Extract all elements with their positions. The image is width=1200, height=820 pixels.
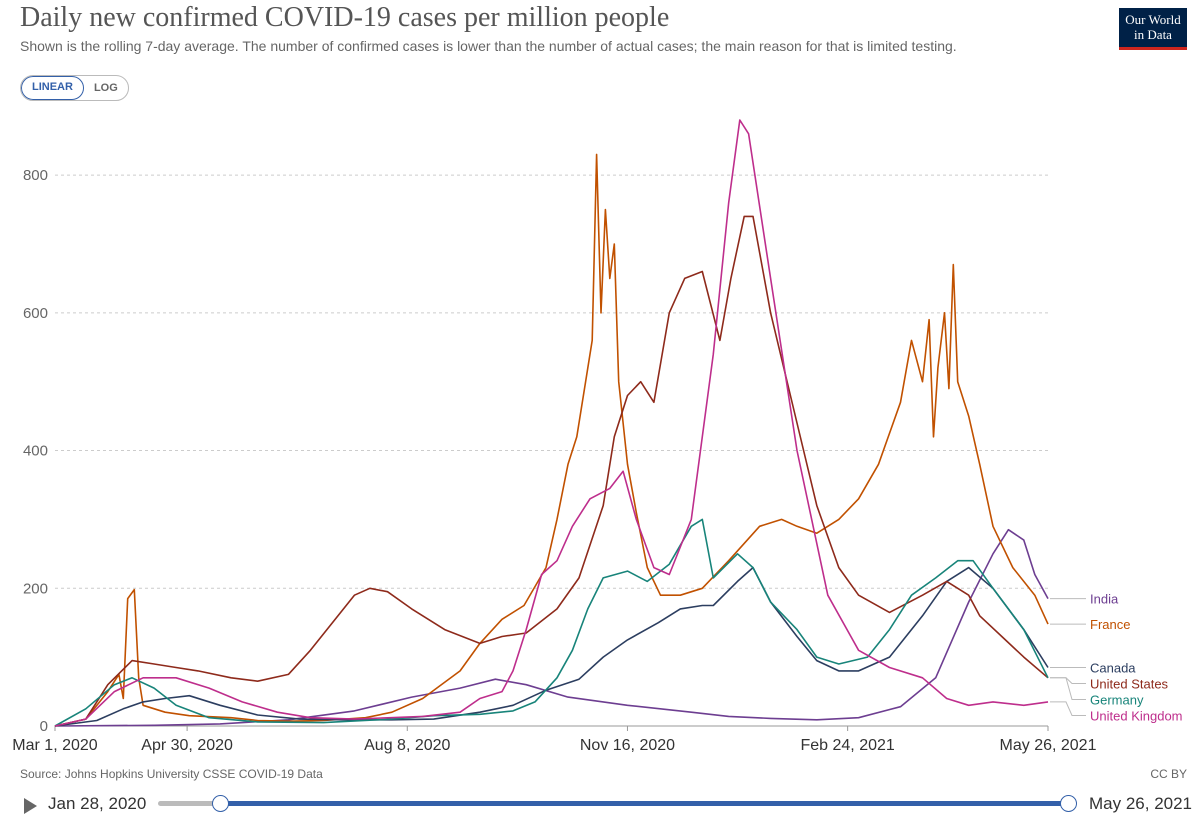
series-line-germany [54, 518, 1049, 727]
logo-line-2: in Data [1134, 27, 1172, 42]
grid-layer: 0 200 400 600 800 Mar 1, 2020 Apr 30, 2020 Aug … [12, 167, 1096, 754]
linear-scale-button[interactable]: LINEAR [21, 76, 84, 100]
series-line-united-states [54, 215, 1049, 727]
leader-line-germany [1050, 677, 1086, 700]
series-layer [54, 119, 1049, 727]
timeline: Jan 28, 2020 May 26, 2021 [0, 788, 1200, 820]
series-line-france [54, 153, 1049, 727]
owid-logo[interactable]: Our World in Data [1119, 8, 1187, 50]
y-tick-label: 0 [40, 718, 48, 735]
timeline-end-handle[interactable] [1060, 795, 1077, 812]
chart-subtitle: Shown is the rolling 7-day average. The … [20, 38, 957, 54]
scale-toggle: LINEAR LOG [20, 75, 129, 101]
series-label-canada: Canada [1090, 660, 1136, 675]
y-tick-label: 800 [23, 167, 48, 184]
y-tick-label: 600 [23, 305, 48, 322]
series-label-united-kingdom: United Kingdom [1090, 708, 1183, 723]
timeline-selected-range[interactable] [220, 801, 1068, 806]
series-label-france: France [1090, 617, 1130, 632]
leader-line-united-states [1050, 677, 1086, 684]
series-line-india [54, 528, 1049, 727]
timeline-end-label: May 26, 2021 [1089, 794, 1193, 813]
timeline-track[interactable] [158, 801, 220, 806]
log-scale-button[interactable]: LOG [93, 82, 118, 94]
series-label-united-states: United States [1090, 676, 1169, 691]
play-icon[interactable] [24, 798, 37, 814]
logo-line-1: Our World [1125, 12, 1181, 27]
series-line-canada [54, 566, 1049, 727]
series-label-germany: Germany [1090, 692, 1144, 707]
x-tick-label: Aug 8, 2020 [364, 737, 450, 754]
x-tick-label: May 26, 2021 [1000, 737, 1097, 754]
series-line-united-kingdom [54, 119, 1049, 727]
chart-title: Daily new confirmed COVID-19 cases per m… [20, 2, 670, 33]
x-tick-label: Feb 24, 2021 [800, 737, 894, 754]
series-label-india: India [1090, 592, 1119, 607]
source-note: Source: Johns Hopkins University CSSE CO… [20, 767, 323, 781]
leader-line-united-kingdom [1050, 701, 1086, 716]
timeline-start-handle[interactable] [212, 795, 229, 812]
license-link[interactable]: CC BY [1150, 767, 1187, 781]
timeline-start-label: Jan 28, 2020 [48, 794, 147, 813]
x-tick-label: Mar 1, 2020 [12, 737, 97, 754]
y-tick-label: 200 [23, 580, 48, 597]
y-tick-label: 400 [23, 443, 48, 460]
line-chart: 0 200 400 600 800 Mar 1, 2020 Apr 30, 2020 Aug … [12, 119, 1183, 754]
x-tick-label: Nov 16, 2020 [580, 737, 675, 754]
x-tick-label: Apr 30, 2020 [141, 737, 233, 754]
